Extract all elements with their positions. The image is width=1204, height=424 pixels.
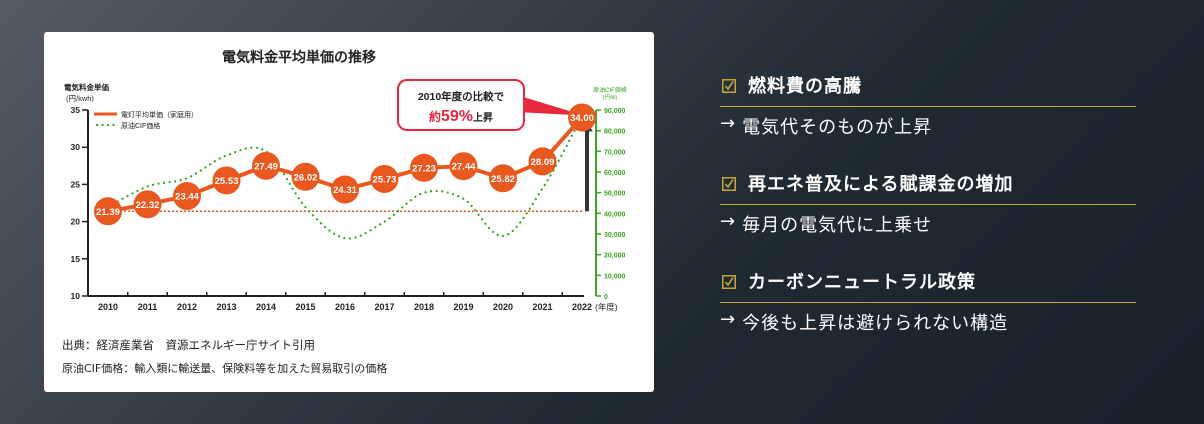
svg-text:25.53: 25.53 — [215, 176, 239, 187]
data-point — [528, 147, 557, 176]
svg-text:70,000: 70,000 — [604, 149, 626, 156]
svg-text:30: 30 — [71, 142, 81, 152]
point-subtext: 毎月の電気代に上乗せ — [742, 215, 933, 236]
svg-text:30,000: 30,000 — [604, 232, 626, 239]
svg-text:2020: 2020 — [493, 302, 513, 312]
svg-text:2010: 2010 — [98, 302, 118, 312]
arrow-right-icon: → — [720, 113, 737, 134]
arrow-right-icon: → — [720, 211, 737, 232]
data-point — [449, 152, 478, 181]
svg-text:(円/kwh): (円/kwh) — [66, 94, 94, 103]
svg-text:2014: 2014 — [256, 302, 276, 312]
data-point — [94, 197, 122, 226]
point-title: 燃料費の高騰 — [748, 76, 862, 97]
svg-text:2011: 2011 — [138, 302, 158, 312]
svg-text:24.31: 24.31 — [333, 185, 357, 196]
svg-text:35: 35 — [71, 105, 81, 115]
svg-text:2016: 2016 — [335, 302, 355, 312]
svg-text:25.73: 25.73 — [373, 174, 397, 185]
svg-text:15: 15 — [71, 254, 81, 264]
gold-divider — [720, 106, 1136, 107]
y2-axis-label: 原油CIF価格 — [593, 86, 627, 94]
svg-text:50,000: 50,000 — [604, 191, 626, 198]
svg-text:(円/kl): (円/kl) — [603, 94, 618, 101]
data-point — [410, 153, 438, 182]
svg-text:約59%上昇: 約59%上昇 — [429, 108, 493, 125]
data-point — [331, 175, 359, 204]
point-renewable-levy: 再エネ普及による賦課金の増加 → 毎月の電気代に上乗せ — [720, 168, 1136, 237]
gold-divider — [720, 302, 1136, 303]
svg-text:2015: 2015 — [295, 302, 315, 312]
svg-text:26.02: 26.02 — [294, 172, 318, 183]
svg-text:2021: 2021 — [532, 302, 552, 312]
svg-text:34.00: 34.00 — [570, 113, 594, 124]
gold-divider — [720, 204, 1136, 205]
svg-text:28.09: 28.09 — [531, 157, 555, 168]
data-point — [173, 182, 201, 211]
y-axis-label: 電気料金単価 — [64, 82, 109, 92]
svg-text:0: 0 — [604, 294, 608, 301]
svg-text:40,000: 40,000 — [604, 211, 626, 218]
point-subtext: 今後も上昇は避けられない構造 — [742, 313, 1009, 334]
point-carbon-neutral: カーボンニュートラル政策 → 今後も上昇は避けられない構造 — [720, 266, 1136, 335]
svg-text:27.49: 27.49 — [254, 161, 278, 172]
arrow-right-icon: → — [720, 309, 737, 330]
legend-crude: 原油CIF価格 — [121, 121, 160, 130]
data-point — [212, 166, 241, 195]
svg-text:2019: 2019 — [453, 302, 473, 312]
data-point — [568, 103, 596, 132]
svg-text:2018: 2018 — [414, 302, 434, 312]
data-point — [133, 190, 162, 219]
chart-title: 電気料金平均単価の推移 — [222, 49, 376, 65]
data-point — [252, 151, 280, 180]
data-point — [489, 164, 517, 193]
chart-card: 電気料金平均単価の推移電気料金単価 (円/kwh) 10 15 20 25 30 35 2010… — [44, 32, 654, 392]
svg-text:(年度): (年度) — [595, 302, 618, 312]
checkbox-icon — [722, 274, 736, 289]
svg-text:2022: 2022 — [572, 302, 592, 312]
svg-text:2010年度の比較で: 2010年度の比較で — [418, 90, 505, 103]
point-title: 再エネ普及による賦課金の増加 — [748, 174, 1014, 195]
svg-text:22.32: 22.32 — [136, 200, 160, 211]
callout-box — [397, 79, 525, 131]
svg-text:21.39: 21.39 — [96, 207, 120, 218]
source-citation: 出典：経済産業省 資源エネルギー庁サイト引用 — [62, 338, 315, 352]
checkbox-icon — [722, 176, 736, 191]
svg-text:20,000: 20,000 — [604, 253, 626, 260]
legend-electric: 電灯平均単価（家庭用） — [121, 110, 198, 119]
point-title: カーボンニュートラル政策 — [748, 272, 976, 293]
checkbox-icon — [722, 78, 736, 93]
svg-text:27.23: 27.23 — [412, 163, 436, 174]
crude-cif-note: 原油CIF価格：輸入類に輸送量、保険料等を加えた貿易取引の価格 — [62, 362, 388, 375]
svg-text:60,000: 60,000 — [604, 170, 626, 177]
svg-text:20: 20 — [71, 217, 81, 227]
svg-text:27.44: 27.44 — [452, 162, 476, 173]
svg-text:80,000: 80,000 — [604, 129, 626, 136]
svg-text:2017: 2017 — [374, 302, 394, 312]
svg-text:2012: 2012 — [177, 302, 197, 312]
svg-text:10,000: 10,000 — [604, 273, 626, 280]
svg-text:23.44: 23.44 — [175, 192, 199, 203]
data-point — [370, 164, 399, 193]
svg-text:90,000: 90,000 — [604, 108, 626, 115]
svg-text:10: 10 — [71, 291, 81, 301]
point-subtext: 電気代そのものが上昇 — [742, 117, 933, 138]
svg-text:25.82: 25.82 — [491, 174, 515, 185]
svg-text:25: 25 — [71, 179, 81, 189]
point-fuel-cost: 燃料費の高騰 → 電気代そのものが上昇 — [720, 70, 1136, 139]
data-point — [291, 162, 320, 191]
svg-text:2013: 2013 — [216, 302, 236, 312]
